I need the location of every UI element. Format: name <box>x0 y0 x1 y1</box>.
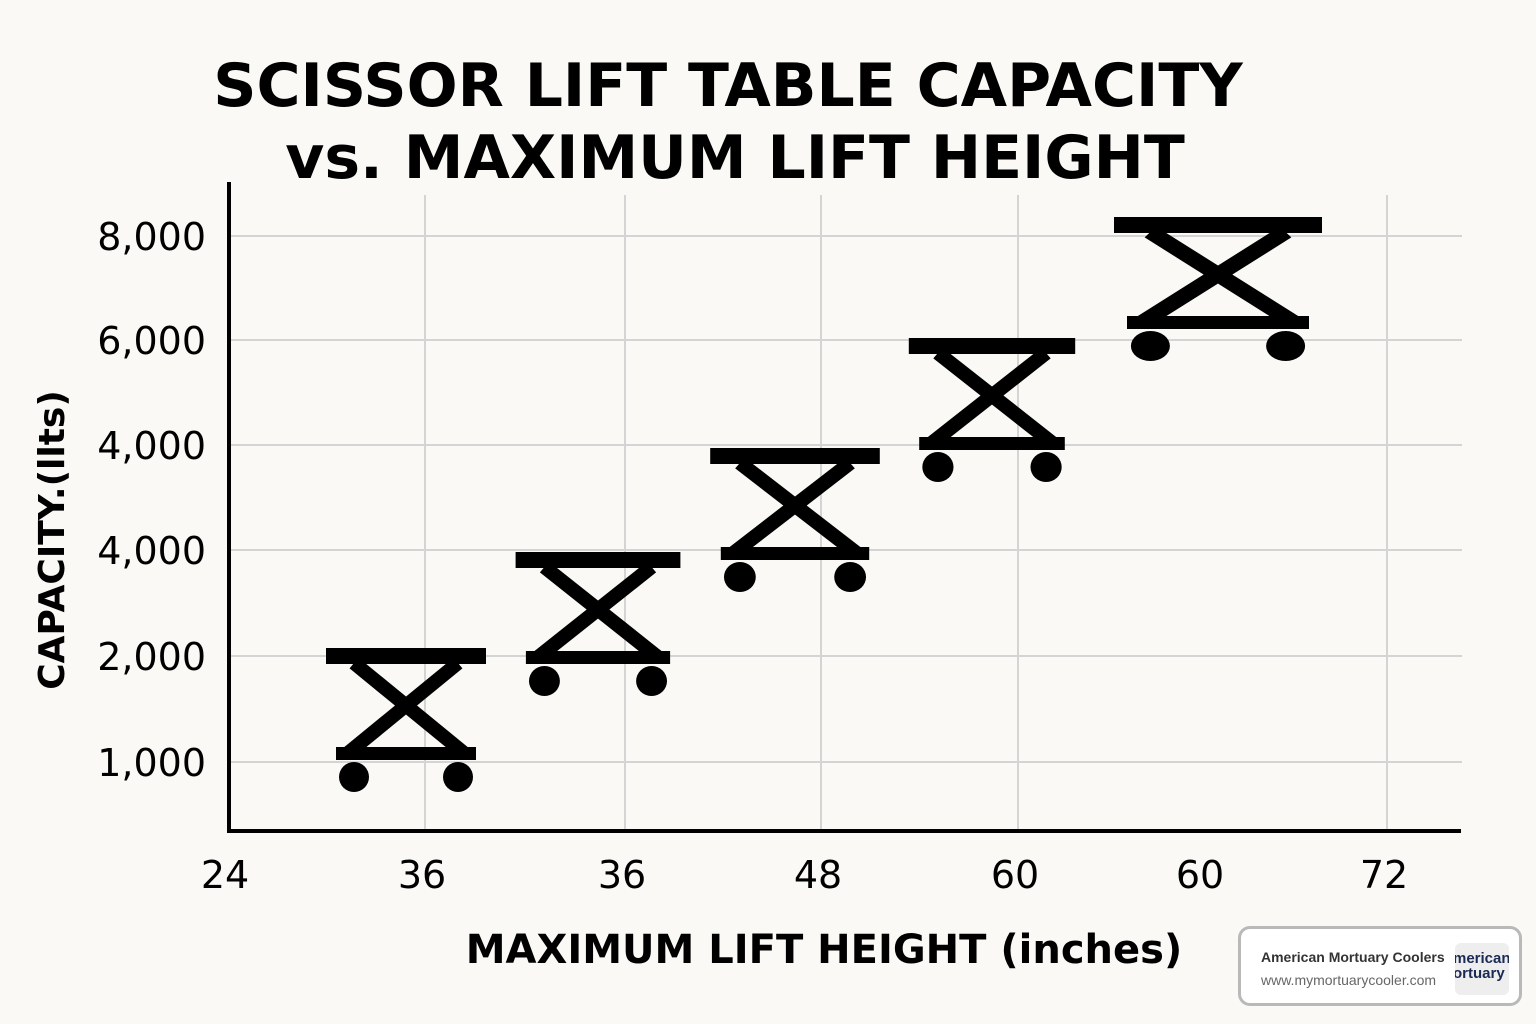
y-tick-label: 8,000 <box>97 215 206 259</box>
lift-base <box>919 437 1065 450</box>
lift-wheel <box>339 762 369 792</box>
lift-wheel <box>636 666 668 696</box>
lift-base <box>1127 316 1309 329</box>
watermark: American Mortuary Coolers www.mymortuary… <box>1238 926 1522 1006</box>
lift-wheel <box>1030 452 1062 482</box>
y-tick-label: 4,000 <box>97 529 206 573</box>
y-tick-label: 2,000 <box>97 635 206 679</box>
y-tick-label: 1,000 <box>97 741 206 785</box>
scissor-lift-icon <box>908 338 1076 482</box>
scissor-lift-icon <box>1114 217 1322 361</box>
y-tick-label: 6,000 <box>97 319 206 363</box>
lift-scissor-arm <box>927 347 1051 449</box>
lift-platform <box>515 552 681 568</box>
tick-labels: 24 36 36 48 60 60 72 8,000 6,000 4,000 4,000 2,000 1… <box>97 215 1408 897</box>
lift-wheel <box>922 452 954 482</box>
lift-platform <box>908 338 1076 354</box>
lift-platform <box>326 648 486 664</box>
data-marks <box>326 217 1322 792</box>
lift-wheel <box>834 562 867 592</box>
lift-wheel <box>1130 331 1170 361</box>
x-tick-label: 48 <box>794 853 842 897</box>
chart-title-line1: SCISSOR LIFT TABLE CAPACITY <box>213 51 1244 121</box>
x-tick-label: 24 <box>201 853 249 897</box>
grid <box>229 195 1462 831</box>
scissor-lift-icon <box>710 448 880 592</box>
lift-platform <box>1114 217 1322 233</box>
lift-scissor-arm <box>533 561 657 663</box>
lift-scissor-arm <box>728 457 855 559</box>
x-axis-label: MAXIMUM LIFT HEIGHT (inches) <box>466 927 1182 973</box>
lift-base <box>720 547 870 560</box>
x-tick-label: 60 <box>1176 853 1224 897</box>
watermark-logo: merican ortuary <box>1455 943 1509 995</box>
scissor-lift-icon <box>515 552 681 696</box>
y-tick-label: 4,000 <box>97 424 206 468</box>
lift-base <box>336 747 476 760</box>
lift-scissor-arm <box>1136 226 1292 328</box>
x-tick-label: 72 <box>1360 853 1408 897</box>
x-tick-label: 36 <box>398 853 446 897</box>
x-tick-label: 36 <box>598 853 646 897</box>
scissor-lift-icon <box>326 648 486 792</box>
lift-wheel <box>1266 331 1306 361</box>
lift-wheel <box>443 762 473 792</box>
watermark-name: American Mortuary Coolers <box>1261 949 1445 965</box>
chart-title-line2: vs. MAXIMUM LIFT HEIGHT <box>285 123 1185 193</box>
lift-scissor-arm <box>343 657 463 759</box>
lift-wheel <box>723 562 756 592</box>
x-tick-label: 60 <box>991 853 1039 897</box>
watermark-url: www.mymortuarycooler.com <box>1261 972 1437 988</box>
y-axis-label: CAPACITY.(llts) <box>32 390 73 690</box>
lift-wheel <box>528 666 560 696</box>
lift-platform <box>710 448 880 464</box>
lift-base <box>525 651 671 664</box>
